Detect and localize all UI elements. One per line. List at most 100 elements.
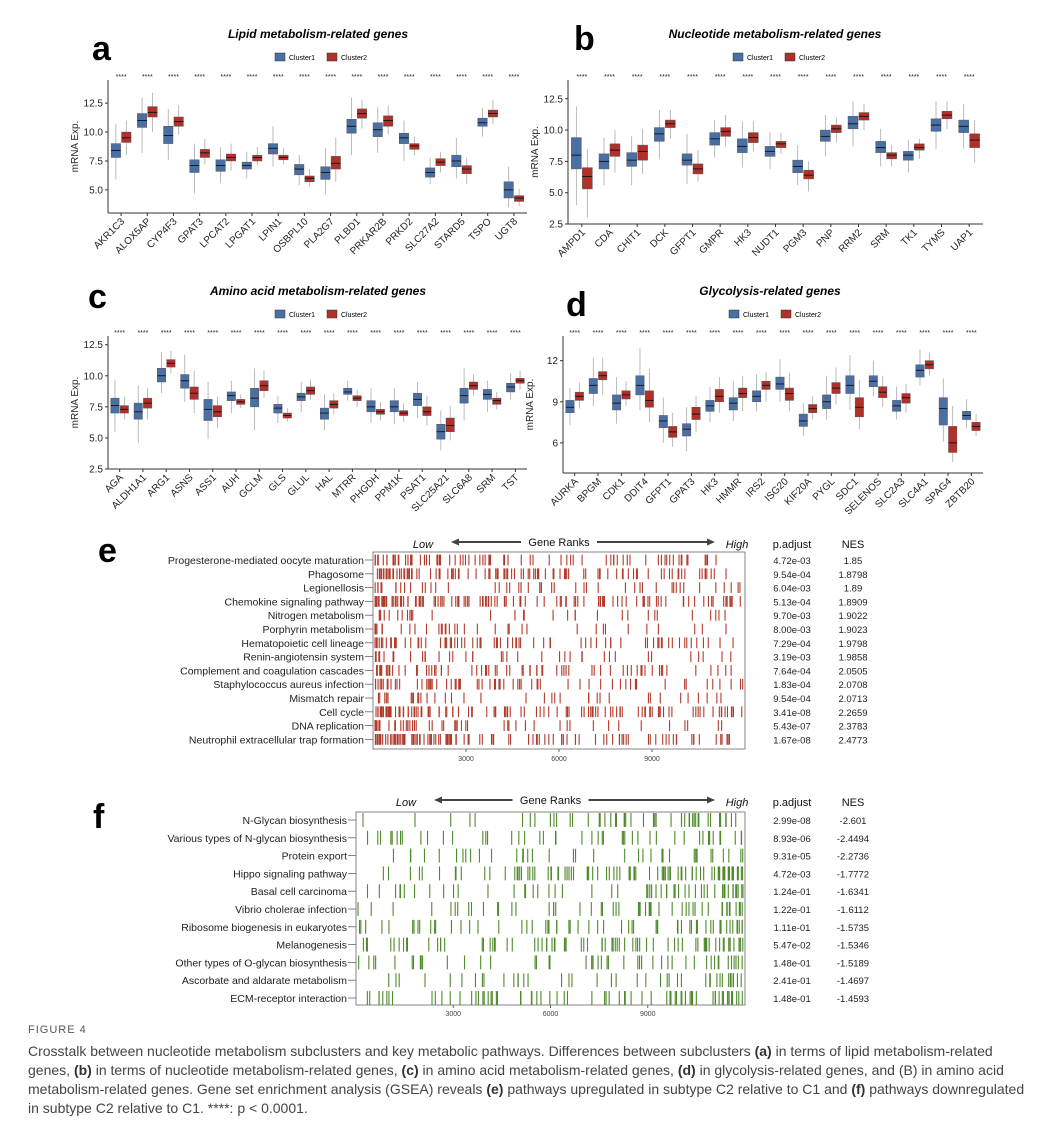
box-dck-cluster2 bbox=[665, 110, 676, 139]
box-iqr bbox=[180, 374, 190, 389]
box-cda-cluster2 bbox=[609, 130, 621, 173]
box-plbd1-cluster2 bbox=[357, 99, 367, 129]
pathway-name: Mismatch repair bbox=[289, 693, 364, 705]
pathway-row: Basal cell carcinoma 1.24e-01 -1.6341 bbox=[251, 884, 869, 898]
significance-label: **** bbox=[161, 330, 172, 337]
significance-label: **** bbox=[966, 330, 977, 337]
box-gclm-cluster1 bbox=[250, 368, 260, 431]
box-iqr bbox=[506, 382, 516, 393]
y-tick-label: 12 bbox=[547, 356, 559, 367]
box-iqr bbox=[798, 413, 808, 427]
panel-letter: f bbox=[93, 798, 105, 836]
box-iqr bbox=[612, 394, 622, 411]
pathway-row: N-Glycan biosynthesis 2.99e-08 -2.601 bbox=[243, 813, 867, 827]
box-osbpl10-cluster1 bbox=[294, 155, 305, 186]
box-ppm1k-cluster1 bbox=[389, 388, 399, 425]
box-gpat3-cluster2 bbox=[691, 396, 701, 432]
pathway-padj: 9.31e-05 bbox=[773, 852, 811, 863]
box-selenos-cluster1 bbox=[868, 360, 878, 397]
x-tick-label: 3000 bbox=[458, 756, 474, 763]
column-header-padj: p.adjust bbox=[773, 797, 812, 809]
box-slc6a8-cluster2 bbox=[469, 374, 478, 396]
legend-swatch-cluster1 bbox=[732, 52, 744, 62]
legend-swatch-cluster1 bbox=[274, 52, 286, 62]
pathway-row: Melanogenesis 5.47e-02 -1.5346 bbox=[276, 937, 869, 952]
y-tick-label: 12.5 bbox=[84, 340, 104, 351]
box-ddit4-cluster2 bbox=[644, 368, 654, 423]
pathway-row: Phagosome 9.54e-04 1.8798 bbox=[308, 568, 868, 581]
pathway-padj: 1.67e-08 bbox=[773, 735, 811, 746]
significance-label: **** bbox=[853, 74, 864, 81]
x-tick-label: 6000 bbox=[543, 1011, 559, 1018]
pathway-padj: 1.22e-01 bbox=[773, 905, 811, 916]
x-tick-label: SRM bbox=[475, 472, 499, 496]
pathway-name: Various types of N-glycan biosynthesis bbox=[167, 833, 347, 845]
pathway-row: Renin-angiotensin system 3.19e-03 1.9858 bbox=[243, 651, 868, 664]
box-ass1-cluster2 bbox=[213, 396, 222, 428]
box-stard5-cluster1 bbox=[451, 137, 462, 179]
pathway-padj: 5.13e-04 bbox=[773, 597, 811, 608]
box-hmmr-cluster1 bbox=[728, 381, 738, 421]
caption-panel-ref: (d) bbox=[677, 1062, 696, 1078]
pathway-row: Progesterone-mediated oocyte maturation 4… bbox=[168, 554, 862, 567]
box-tspo-cluster2 bbox=[487, 99, 498, 124]
pathway-name: Melanogenesis bbox=[276, 940, 347, 952]
box-iqr bbox=[886, 152, 897, 160]
box-iqr bbox=[189, 159, 200, 173]
panel-title: Glycolysis-related genes bbox=[699, 284, 841, 298]
box-pygl-cluster2 bbox=[831, 367, 841, 405]
y-axis-label: mRNA Exp. bbox=[70, 121, 81, 173]
box-iqr bbox=[147, 106, 158, 118]
box-chit1-cluster1 bbox=[626, 136, 637, 186]
y-tick-label: 5.0 bbox=[89, 433, 103, 444]
significance-label: **** bbox=[325, 74, 336, 81]
pathway-nes: 2.0505 bbox=[838, 666, 867, 677]
box-panel-c: c Amino acid metabolism-related genes Clus… bbox=[70, 278, 527, 514]
box-uap1-cluster2 bbox=[969, 120, 980, 163]
box-akr1c3-cluster1 bbox=[110, 123, 121, 180]
pathway-padj: 8.93e-06 bbox=[773, 834, 811, 845]
box-iqr bbox=[409, 143, 420, 150]
box-glul-cluster2 bbox=[306, 379, 315, 400]
box-iqr bbox=[565, 400, 575, 413]
box-iqr bbox=[422, 406, 432, 416]
pathway-row: Mismatch repair 9.54e-04 2.0713 bbox=[289, 692, 868, 705]
box-aga-cluster1 bbox=[110, 379, 120, 432]
significance-label: **** bbox=[300, 330, 311, 337]
significance-label: **** bbox=[659, 74, 670, 81]
significance-label: **** bbox=[825, 74, 836, 81]
box-iqr bbox=[320, 166, 331, 180]
box-pla2g7-cluster1 bbox=[320, 148, 331, 195]
significance-label: **** bbox=[779, 330, 790, 337]
box-tspo-cluster1 bbox=[477, 107, 488, 137]
pathway-name: N-Glycan biosynthesis bbox=[243, 815, 347, 827]
box-gls-cluster1 bbox=[273, 395, 283, 424]
box-slc27a2-cluster2 bbox=[435, 151, 446, 173]
pathway-padj: 7.29e-04 bbox=[773, 639, 811, 650]
box-iqr bbox=[203, 399, 213, 421]
caption-panel-ref: (b) bbox=[73, 1062, 92, 1078]
legend: Cluster1 Cluster2 bbox=[274, 309, 367, 319]
box-hmmr-cluster2 bbox=[738, 375, 748, 412]
pathway-nes: -2.601 bbox=[840, 816, 867, 827]
x-tick-label: GFPT1 bbox=[668, 227, 699, 258]
box-iqr bbox=[738, 387, 748, 398]
box-gfpt1-cluster2 bbox=[668, 412, 678, 447]
significance-label: **** bbox=[803, 330, 814, 337]
y-tick-label: 2.5 bbox=[549, 220, 563, 231]
x-tick-label: DCK bbox=[648, 227, 671, 250]
significance-label: **** bbox=[593, 330, 604, 337]
y-tick-label: 10.0 bbox=[544, 126, 564, 137]
box-iqr bbox=[389, 400, 399, 413]
box-iqr bbox=[948, 426, 958, 453]
box-gfpt1-cluster2 bbox=[692, 150, 704, 182]
pathway-row: ECM-receptor interaction 1.48e-01 -1.4593 bbox=[230, 991, 869, 1005]
box-ugt8-cluster2 bbox=[514, 188, 525, 207]
box-chit1-cluster2 bbox=[637, 128, 648, 174]
y-tick-label: 7.5 bbox=[89, 402, 103, 413]
box-gfpt1-cluster1 bbox=[681, 133, 693, 184]
pathway-name: Progesterone-mediated oocyte maturation bbox=[168, 555, 364, 567]
x-tick-label: GLUL bbox=[286, 472, 313, 499]
box-phgdh-cluster1 bbox=[366, 388, 376, 424]
box-cda-cluster1 bbox=[598, 137, 610, 186]
